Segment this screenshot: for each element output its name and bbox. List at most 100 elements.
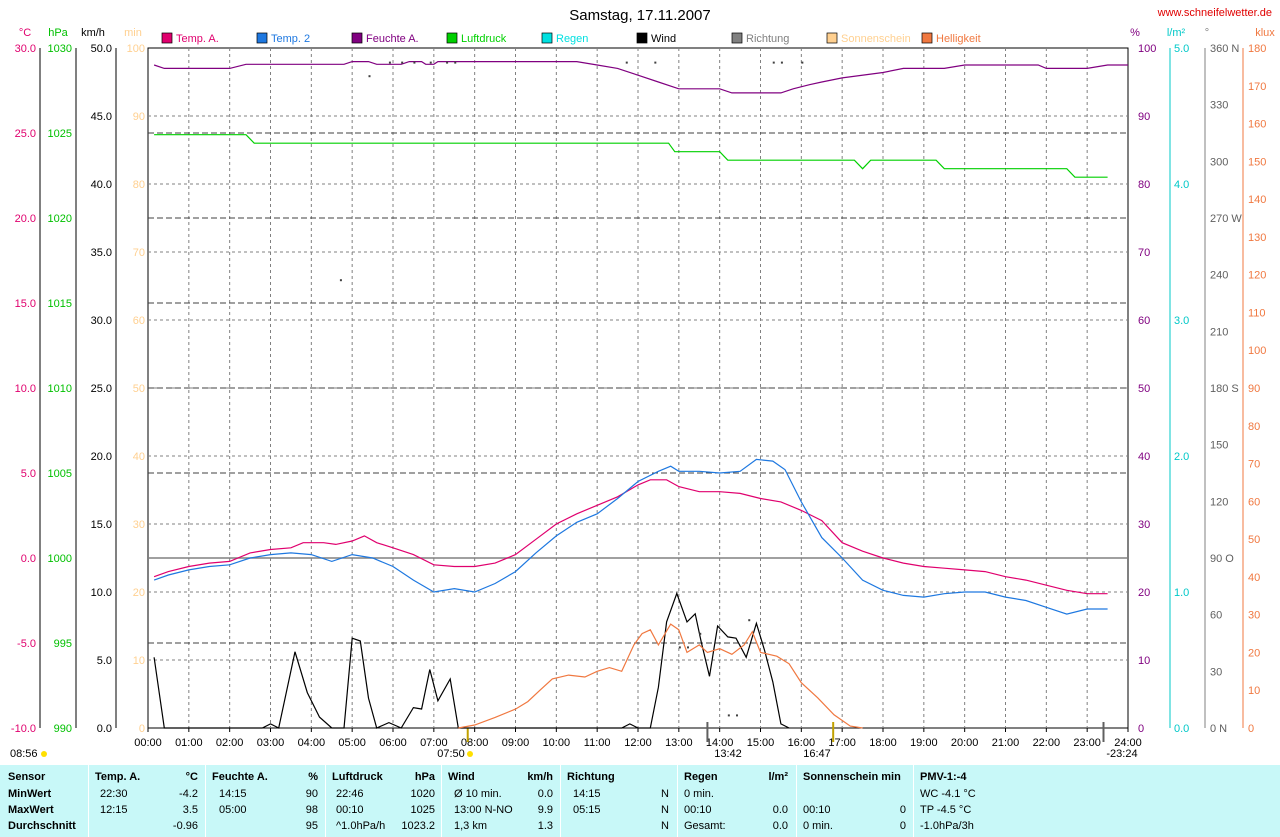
table-cell: 00:10 <box>803 804 831 816</box>
table-separator <box>325 765 326 837</box>
sun-tick: 10 <box>133 655 145 667</box>
direction-tick: 60 <box>1210 610 1222 622</box>
table-cell: 05:00 <box>219 804 247 816</box>
sun-tick: 30 <box>133 519 145 531</box>
table-cell: 1.3 <box>537 820 553 832</box>
wind-gust-point <box>654 61 657 64</box>
sun-tick: 40 <box>133 451 145 463</box>
legend-label: Sonnenschein <box>841 33 911 45</box>
table-cell: 00:10 <box>684 804 712 816</box>
sun-icon <box>41 751 47 757</box>
time-tick: 23:00 <box>1073 737 1101 749</box>
lux-tick: 160 <box>1248 119 1266 131</box>
table-cell: -0.96 <box>172 820 198 832</box>
lux-tick: 30 <box>1248 610 1260 622</box>
humidity-tick: 0 <box>1138 723 1144 735</box>
legend-swatch <box>921 32 933 44</box>
table-cell: 00:10 <box>336 804 364 816</box>
legend-label: Feuchte A. <box>366 33 419 45</box>
wind-gust-point <box>748 619 751 622</box>
wind-tick: 50.0 <box>91 43 112 55</box>
table-cell: Feuchte A. <box>212 771 268 783</box>
rain-unit: l/m² <box>1167 27 1186 39</box>
wind-gust-point <box>339 279 342 282</box>
humidity-tick: 30 <box>1138 519 1150 531</box>
table-cell: N <box>661 804 669 816</box>
wind-gust-point <box>368 75 371 78</box>
direction-tick: 120 <box>1210 496 1228 508</box>
time-tick: 16:00 <box>788 737 816 749</box>
series-temp-2 <box>153 458 1108 615</box>
time-tick: 01:00 <box>175 737 203 749</box>
temp-tick: 5.0 <box>21 468 36 480</box>
humidity-tick: 20 <box>1138 587 1150 599</box>
wind-gust-point <box>678 646 681 649</box>
wind-tick: 30.0 <box>91 315 112 327</box>
time-tick: 06:00 <box>379 737 407 749</box>
wind-tick: 35.0 <box>91 247 112 259</box>
time-tick: 11:00 <box>584 737 611 749</box>
time-tick: 19:00 <box>910 737 938 749</box>
humidity-tick: 80 <box>1138 179 1150 191</box>
table-cell: WC -4.1 °C <box>920 788 976 800</box>
humidity-tick: 60 <box>1138 315 1150 327</box>
table-cell: 1020 <box>410 788 435 800</box>
pressure-tick: 1010 <box>48 383 72 395</box>
temp-tick: 20.0 <box>15 213 36 225</box>
table-cell: Regen <box>684 771 718 783</box>
lux-tick: 120 <box>1248 270 1266 282</box>
table-cell: Ø 10 min. <box>454 788 502 800</box>
wind-tick: 10.0 <box>91 587 112 599</box>
humidity-tick: 50 <box>1138 383 1150 395</box>
legend-label: Luftdruck <box>461 33 507 45</box>
table-cell: 05:15 <box>573 804 601 816</box>
table-cell: N <box>661 788 669 800</box>
table-cell: hPa <box>414 771 435 783</box>
table-cell: -4.2 <box>179 788 198 800</box>
lux-tick: 150 <box>1248 156 1266 168</box>
table-separator <box>205 765 206 837</box>
table-cell: km/h <box>527 771 553 783</box>
pressure-tick: 990 <box>54 723 72 735</box>
sun-tick: 80 <box>133 179 145 191</box>
table-cell: Luftdruck <box>332 771 383 783</box>
table-separator <box>796 765 797 837</box>
table-cell: Sensor <box>8 771 46 783</box>
noon-label: 13:42 <box>714 748 742 760</box>
lux-tick: 110 <box>1248 307 1266 319</box>
wind-gust-point <box>801 61 804 64</box>
wind-tick: 40.0 <box>91 179 112 191</box>
lux-tick: 140 <box>1248 194 1266 206</box>
table-cell: 0 <box>899 804 906 816</box>
lux-tick: 70 <box>1248 459 1260 471</box>
table-cell: 12:15 <box>100 804 128 816</box>
table-cell: Temp. A. <box>95 771 141 783</box>
humidity-unit: % <box>1130 27 1140 39</box>
table-cell: TP -4.5 °C <box>920 804 972 816</box>
statistics-table: Sensor Temp. A. °C Feuchte A.% Luftdruck hPa W… <box>0 765 1280 837</box>
time-tick: 21:00 <box>992 737 1020 749</box>
website-label: www.schneifelwetter.de <box>1157 7 1272 19</box>
wind-tick: 20.0 <box>91 451 112 463</box>
wind-gust-point <box>727 714 730 717</box>
sun-tick: 50 <box>133 383 145 395</box>
table-cell: 0 <box>899 820 906 832</box>
table-cell: ^1.0hPa/h <box>336 820 386 832</box>
humidity-tick: 90 <box>1138 111 1150 123</box>
sun-tick: 0 <box>139 723 145 735</box>
pressure-tick: 995 <box>54 638 72 650</box>
rain-tick: 2.0 <box>1174 451 1189 463</box>
pressure-tick: 1000 <box>48 553 72 565</box>
pressure-tick: 1030 <box>48 43 72 55</box>
time-tick: 17:00 <box>828 737 856 749</box>
legend-label: Richtung <box>746 33 789 45</box>
table-cell: 0 min. <box>803 820 833 832</box>
table-cell: % <box>308 771 318 783</box>
chart-title: Samstag, 17.11.2007 <box>569 7 711 24</box>
table-cell: 1,3 km <box>454 820 488 832</box>
table-cell: 0 min. <box>684 788 714 800</box>
table-cell: Gesamt: <box>684 820 726 832</box>
time-tick: 10:00 <box>543 737 571 749</box>
table-cell: 0.0 <box>537 788 553 800</box>
wind-gust-point <box>699 632 702 635</box>
